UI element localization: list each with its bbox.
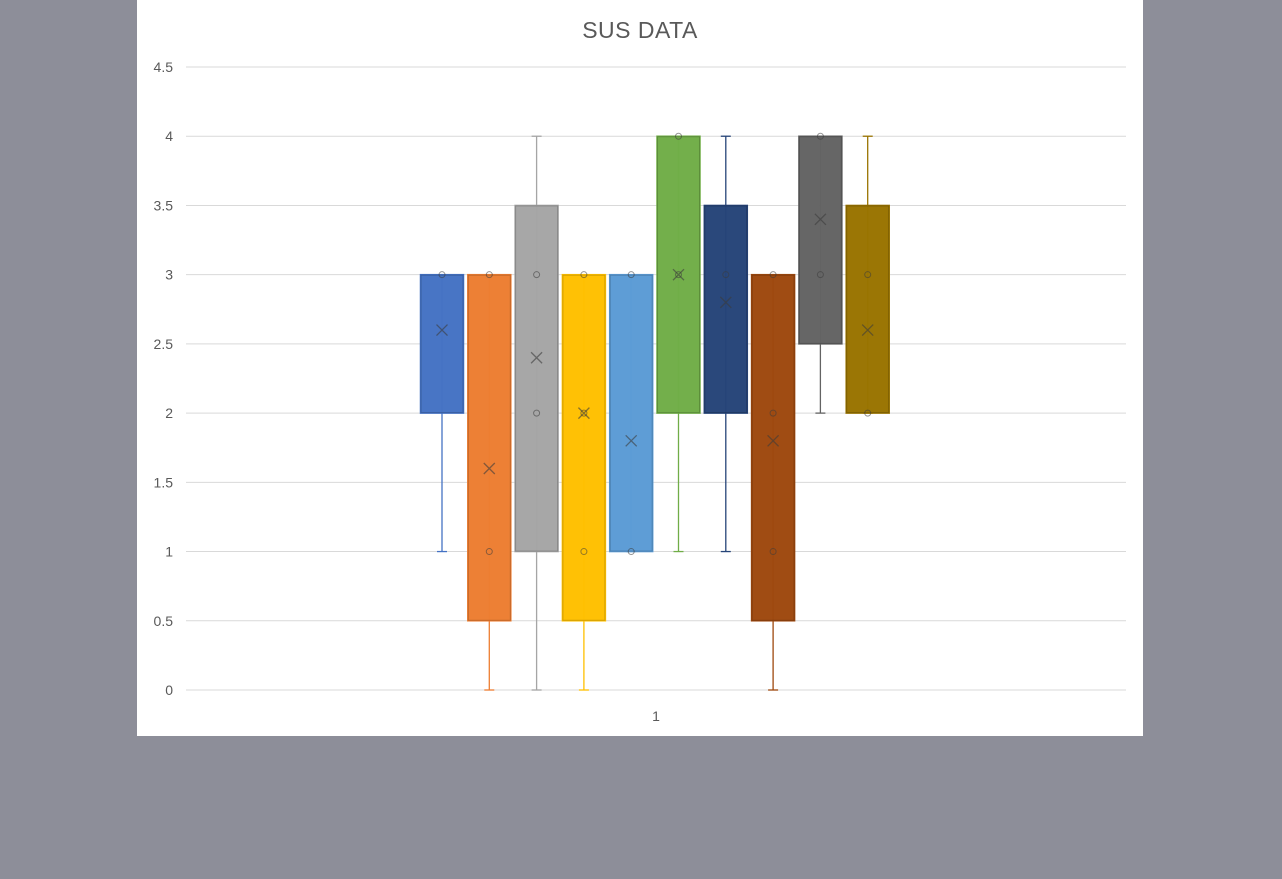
- data-point: [769, 409, 777, 417]
- mean-marker: [530, 351, 543, 364]
- data-point: [580, 548, 588, 556]
- data-point: [816, 271, 824, 279]
- box-outline: [467, 274, 511, 621]
- data-point: [722, 271, 730, 279]
- box: [798, 135, 843, 345]
- box-outline: [609, 274, 653, 552]
- box-outline: [704, 205, 748, 414]
- y-tick-label: 3: [165, 267, 173, 283]
- data-point: [533, 271, 541, 279]
- mean-marker: [719, 296, 732, 309]
- y-tick-label: 2: [165, 405, 173, 421]
- y-tick-label: 2.5: [154, 336, 174, 352]
- mean-marker: [436, 324, 448, 337]
- y-tick-label: 0: [165, 682, 173, 698]
- box: [608, 273, 654, 553]
- data-point: [627, 271, 635, 279]
- data-point: [675, 132, 682, 140]
- mean-marker: [672, 268, 685, 281]
- box: [467, 273, 512, 622]
- box: [514, 204, 559, 553]
- box-outline: [562, 274, 606, 621]
- data-point: [864, 271, 872, 279]
- chart-title: SUS DATA: [582, 17, 698, 43]
- box: [561, 273, 607, 622]
- box: [845, 204, 890, 414]
- data-point: [485, 271, 493, 279]
- box-outline: [657, 136, 700, 414]
- box: [703, 204, 749, 414]
- y-tick-label: 3.5: [154, 197, 174, 213]
- mean-marker: [767, 434, 780, 447]
- data-point: [438, 271, 446, 279]
- mean-marker: [861, 324, 874, 337]
- x-tick-label: 1: [652, 708, 660, 724]
- mean-marker: [814, 213, 827, 226]
- data-point: [816, 132, 824, 140]
- data-point: [533, 409, 541, 417]
- data-point: [864, 409, 872, 417]
- data-point: [627, 548, 635, 556]
- data-point: [485, 548, 493, 556]
- box-outline: [751, 274, 795, 621]
- box-outline: [420, 274, 464, 414]
- y-tick-label: 4: [165, 128, 173, 144]
- box-outline: [798, 136, 842, 344]
- mean-marker: [483, 462, 496, 475]
- chart-panel: SUS DATA 0 0.5 1 1.5 2 2.5 3 3.5 4 4.5 1: [137, 0, 1143, 736]
- y-tick-label: 1.5: [154, 474, 174, 490]
- box-outline: [846, 205, 890, 414]
- boxplot-chart: 0 0.5 1 1.5 2 2.5 3 3.5 4 4.5 1: [154, 59, 1126, 724]
- box-outline: [515, 205, 559, 552]
- mean-marker: [625, 434, 638, 447]
- data-point: [769, 548, 777, 556]
- box: [419, 273, 465, 414]
- box: [656, 135, 701, 414]
- box: [750, 273, 796, 622]
- y-tick-label: 0.5: [154, 613, 174, 629]
- data-point: [580, 271, 588, 279]
- data-point: [675, 271, 682, 279]
- y-tick-label: 1: [165, 544, 173, 560]
- y-tick-label: 4.5: [154, 59, 174, 75]
- data-point: [769, 271, 777, 279]
- mean-marker: [577, 407, 590, 420]
- data-point: [580, 409, 588, 417]
